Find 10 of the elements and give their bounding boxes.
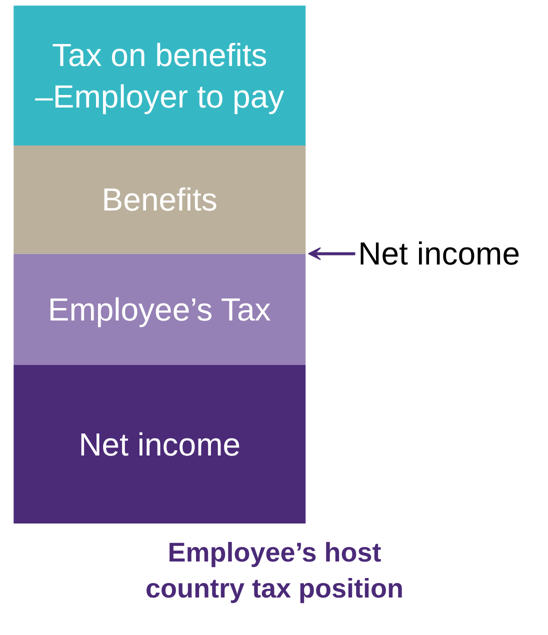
- x-axis-title: Employee’s host country tax position: [145, 538, 404, 604]
- bar: [14, 145, 306, 254]
- annotation: Net income: [78, 426, 241, 462]
- series-label: Benefits: [102, 182, 218, 218]
- bar: [14, 254, 306, 366]
- bar: [14, 365, 306, 524]
- series-label: Employee’s Tax: [48, 291, 271, 328]
- series-label: Tax on benefits –Employer to pay: [35, 36, 284, 114]
- bar: [14, 6, 306, 146]
- legend-label: Net income: [358, 236, 520, 272]
